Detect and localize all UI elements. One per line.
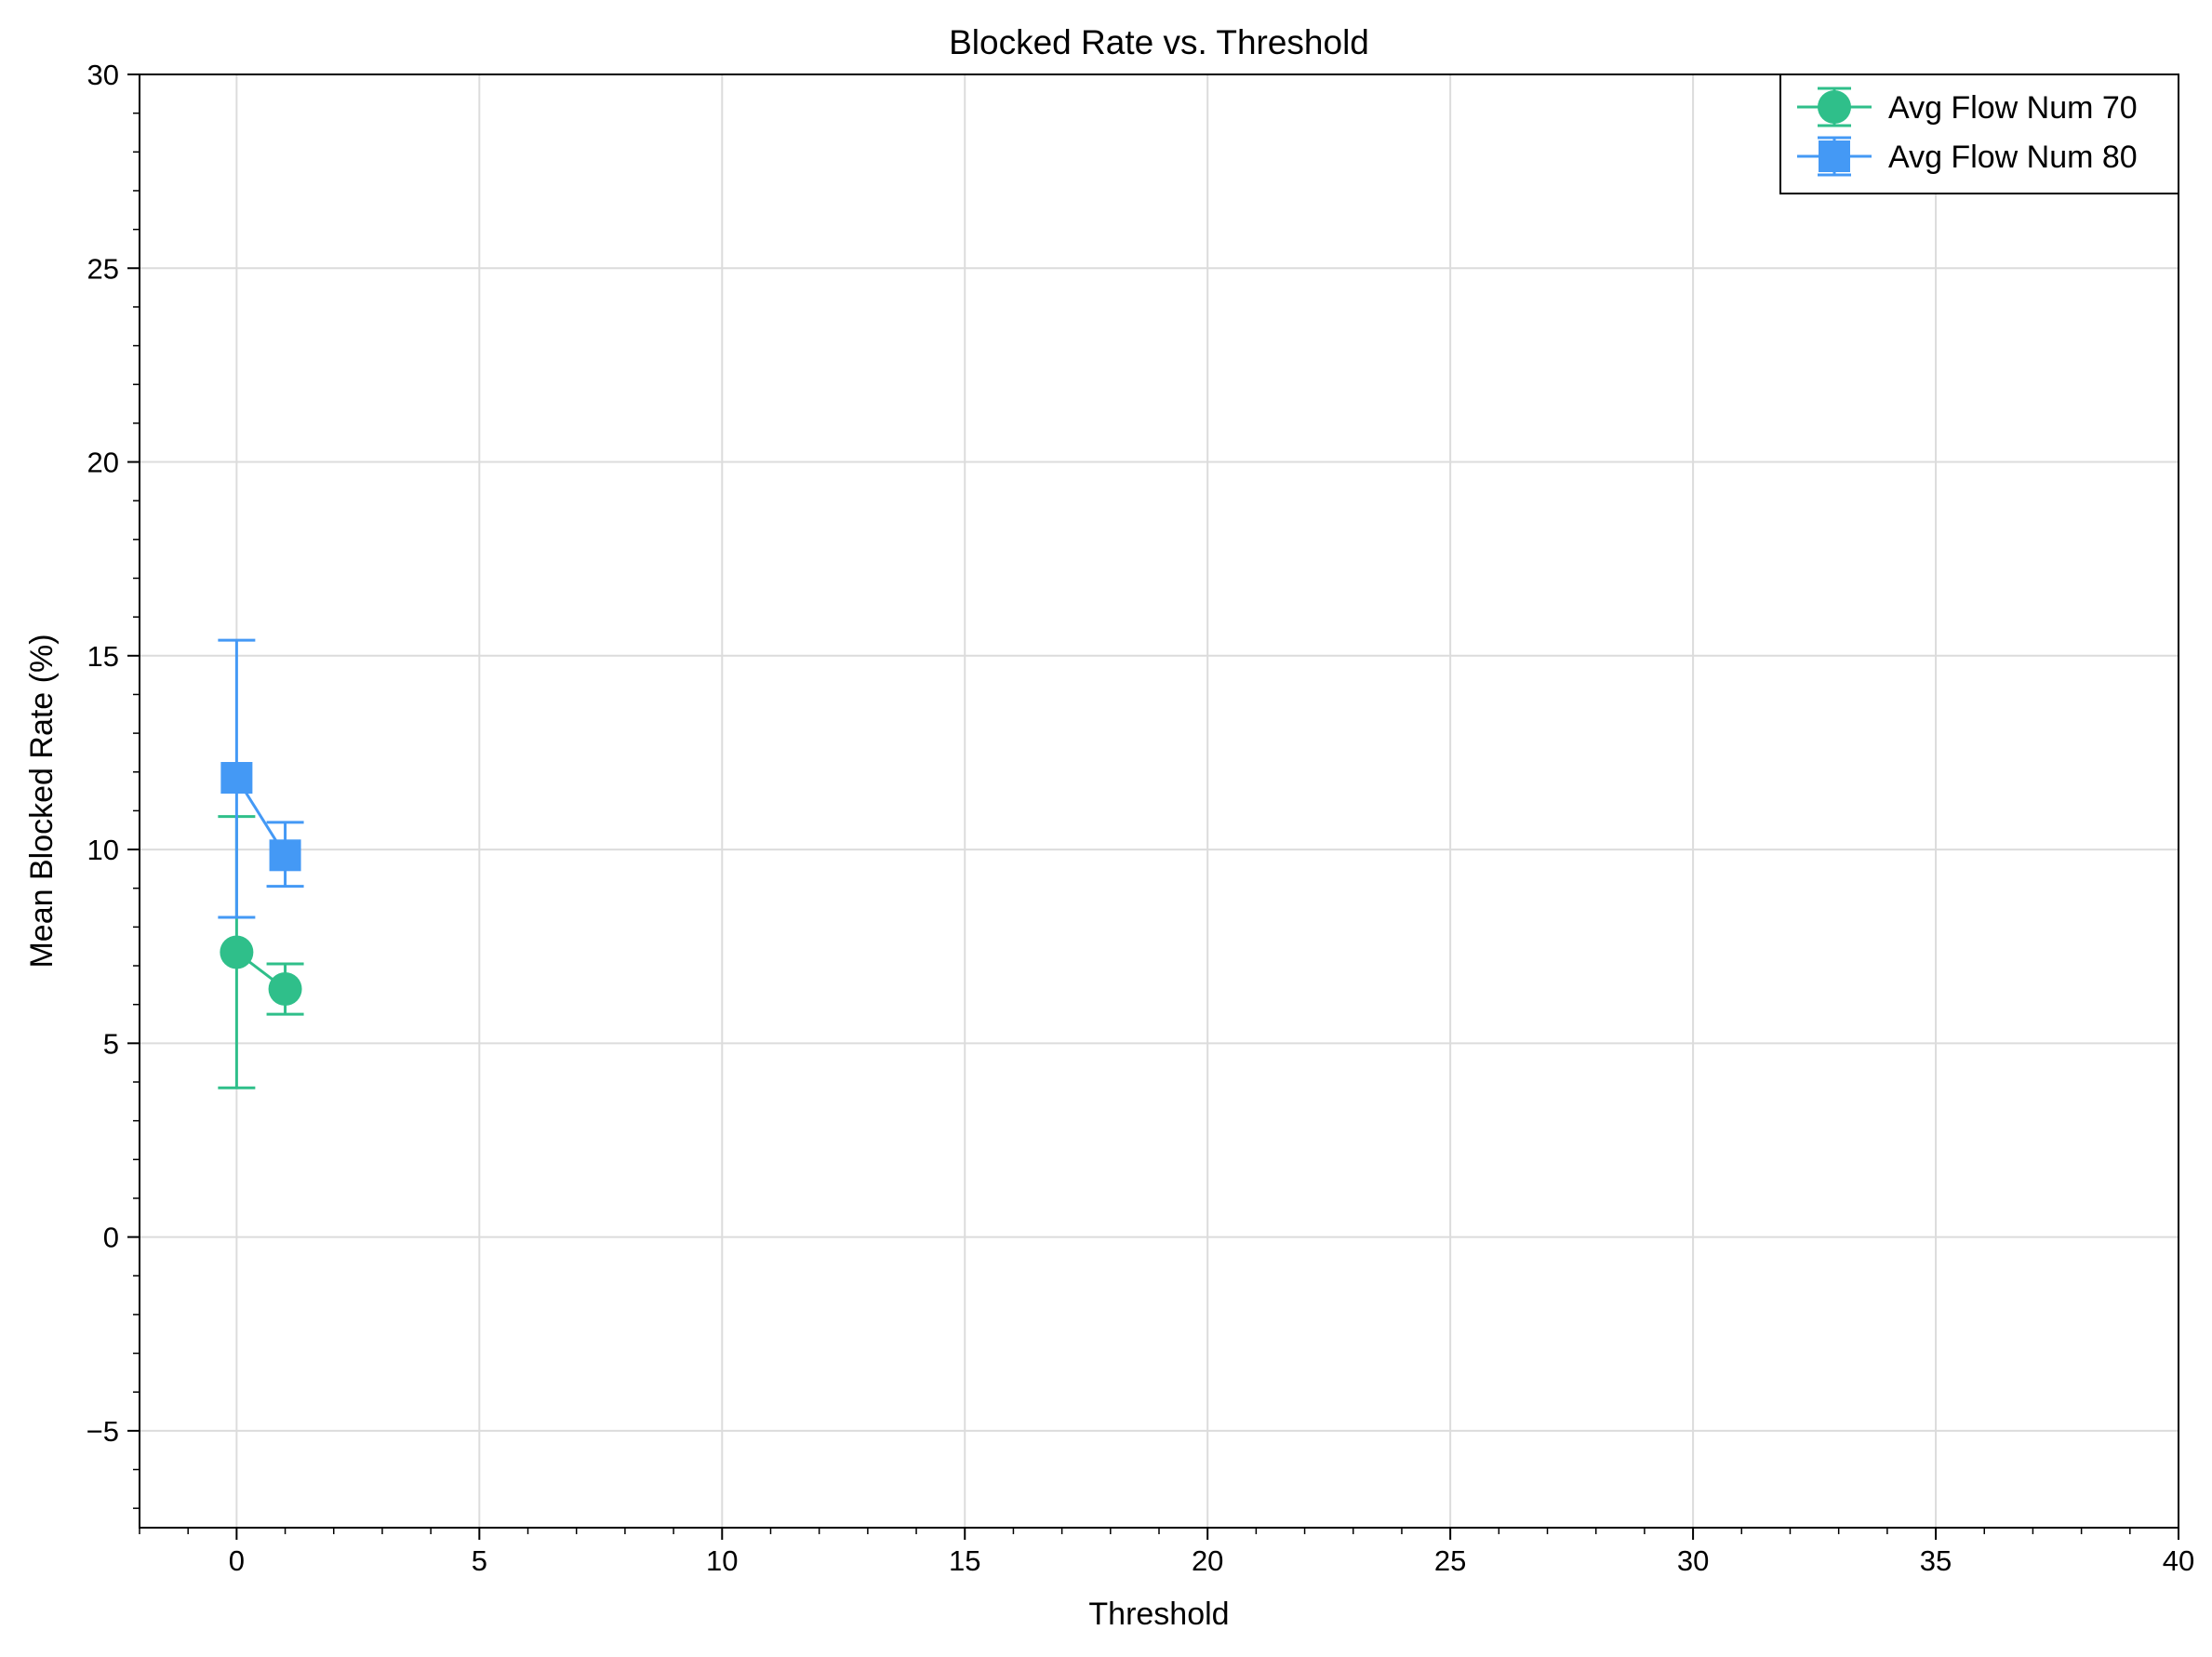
y-tick-label: 15 <box>87 640 119 673</box>
series-2 <box>218 638 304 919</box>
y-tick-label: 10 <box>87 834 119 866</box>
chart-title: Blocked Rate vs. Threshold <box>949 23 1369 61</box>
y-tick-label: 0 <box>103 1222 119 1254</box>
legend-label: Avg Flow Num 80 <box>1888 140 2138 175</box>
x-tick-label: 5 <box>472 1544 487 1577</box>
x-axis-title: Threshold <box>1088 1597 1229 1632</box>
legend-marker <box>1818 90 1851 124</box>
data-point <box>268 972 302 1007</box>
legend: Avg Flow Num 70 Avg Flow Num 80 <box>1779 73 2179 194</box>
x-tick-label: 20 <box>1192 1544 1223 1577</box>
legend-marker <box>1819 140 1850 172</box>
x-tick-label: 40 <box>2163 1544 2194 1577</box>
x-tick-label: 30 <box>1677 1544 1709 1577</box>
grid-lines <box>140 73 2179 1528</box>
y-tick-label: −5 <box>87 1415 119 1448</box>
y-tick-label: 25 <box>87 252 119 285</box>
series-layer <box>218 638 304 1089</box>
y-tick-label: 20 <box>87 447 119 479</box>
legend-label: Avg Flow Num 70 <box>1888 90 2138 126</box>
legend-item-1: Avg Flow Num 70 <box>1797 87 2138 127</box>
y-axis-title: Mean Blocked Rate (%) <box>24 634 60 968</box>
data-point <box>269 839 301 872</box>
axis-ticks: 0 5 10 15 20 25 30 35 40 −5 0 5 10 15 20 25 30 <box>87 59 2195 1577</box>
legend-item-2: Avg Flow Num 80 <box>1797 136 2138 177</box>
y-tick-label: 5 <box>103 1027 119 1060</box>
data-point <box>220 935 254 969</box>
x-tick-label: 0 <box>229 1544 245 1577</box>
x-tick-label: 35 <box>1920 1544 1952 1577</box>
x-tick-label: 15 <box>949 1544 980 1577</box>
series-1 <box>218 815 304 1089</box>
x-tick-label: 25 <box>1434 1544 1466 1577</box>
data-point <box>220 762 253 795</box>
plot-frame <box>139 73 2179 1529</box>
x-tick-label: 10 <box>706 1544 738 1577</box>
y-tick-label: 30 <box>87 59 119 91</box>
